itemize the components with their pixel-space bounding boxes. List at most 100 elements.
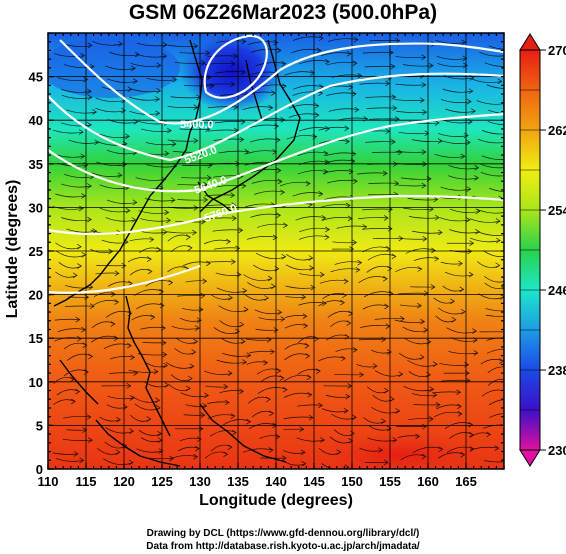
streamline-arrow (343, 407, 349, 414)
streamline (407, 359, 438, 367)
streamline-arrow (343, 278, 349, 285)
streamline-arrow (382, 170, 388, 177)
streamline (257, 387, 288, 394)
streamline-arrow (391, 253, 397, 260)
streamline (371, 406, 400, 414)
streamline-arrow (189, 363, 195, 370)
streamline-arrow (162, 42, 168, 48)
streamline (285, 296, 306, 298)
streamline (213, 138, 244, 141)
streamline-arrow (224, 399, 230, 406)
streamline-arrow (344, 464, 350, 469)
streamline (486, 348, 504, 354)
streamline (449, 432, 474, 439)
streamline (479, 52, 504, 57)
streamline-arrow (75, 316, 81, 323)
streamline-arrow (507, 252, 511, 257)
streamline-arrow (471, 108, 476, 114)
streamline (412, 230, 443, 234)
streamline (318, 126, 349, 131)
streamline (130, 88, 161, 93)
streamline (477, 209, 504, 214)
streamline-arrow (273, 327, 279, 333)
streamline-arrow (88, 437, 93, 443)
streamline-arrow (325, 125, 330, 132)
streamline-arrow (300, 449, 306, 456)
streamline (396, 237, 427, 240)
streamline (129, 110, 160, 115)
streamline-arrow (205, 50, 211, 56)
streamline (370, 349, 392, 354)
streamline-arrow (468, 88, 474, 94)
credit-data-source: Data from http://database.rish.kyoto-u.a… (146, 541, 420, 552)
streamline-arrow (340, 299, 345, 306)
streamline-arrow (69, 376, 75, 383)
streamline-arrow (116, 416, 121, 423)
streamline-arrow (319, 84, 324, 90)
x-tick-label: 125 (151, 474, 173, 489)
streamline-arrow (435, 401, 441, 408)
streamline-arrow (281, 83, 287, 89)
streamline (63, 342, 87, 350)
streamline (248, 423, 277, 430)
streamline-arrow (159, 288, 164, 295)
streamline-arrow (314, 112, 320, 118)
streamline (177, 199, 208, 201)
streamline (213, 247, 240, 250)
streamline-arrow (268, 104, 274, 111)
streamline-arrow (125, 133, 130, 140)
streamline-arrow (83, 76, 89, 83)
streamline (436, 55, 467, 60)
streamline-arrow (394, 180, 400, 187)
streamline-arrow (352, 239, 358, 246)
streamline (136, 448, 163, 453)
streamline (361, 228, 393, 230)
streamline-arrow (351, 414, 357, 421)
streamline-arrow (276, 368, 282, 374)
streamline-arrow (231, 259, 236, 265)
streamline (356, 363, 377, 368)
x-tick-label: 110 (38, 474, 59, 489)
streamline-arrow (127, 280, 133, 287)
streamline (136, 303, 165, 310)
streamline-arrow (354, 106, 360, 113)
streamline (432, 391, 461, 394)
colorbar-label: 262 (548, 123, 566, 138)
streamline (297, 170, 328, 175)
streamline-arrow (495, 262, 501, 269)
streamline-arrow (336, 449, 342, 455)
streamline (138, 430, 162, 436)
streamline (484, 275, 504, 283)
streamline (177, 183, 208, 186)
y-tick-labels: 0 5 10 15 20 25 30 35 40 45 (29, 70, 43, 477)
streamline-arrow (319, 271, 325, 278)
streamline-arrow (508, 156, 512, 161)
streamline-arrow (472, 328, 478, 334)
streamline (284, 315, 307, 319)
streamline (322, 170, 354, 174)
streamline (179, 317, 202, 322)
streamline (486, 84, 504, 89)
streamline-arrow (268, 447, 274, 453)
streamline (325, 92, 357, 96)
streamline-arrow (162, 53, 168, 59)
streamline-arrow (275, 433, 281, 440)
streamline-arrow (114, 299, 120, 305)
streamline-arrow (390, 63, 396, 70)
streamline (332, 241, 357, 244)
streamline-arrow (320, 437, 325, 443)
streamline-arrow (128, 459, 134, 466)
colorbar-label: 270 (548, 43, 566, 58)
streamline-arrow (239, 136, 245, 143)
streamline (207, 106, 238, 109)
streamline-arrow (72, 272, 78, 279)
streamline (130, 63, 161, 67)
streamline (140, 437, 163, 443)
streamline-arrow (486, 431, 492, 438)
streamline (446, 327, 477, 334)
streamline (399, 304, 422, 307)
streamline (185, 404, 207, 407)
streamline-arrow (275, 137, 281, 143)
streamline-arrow (166, 217, 171, 224)
streamline (283, 392, 312, 398)
